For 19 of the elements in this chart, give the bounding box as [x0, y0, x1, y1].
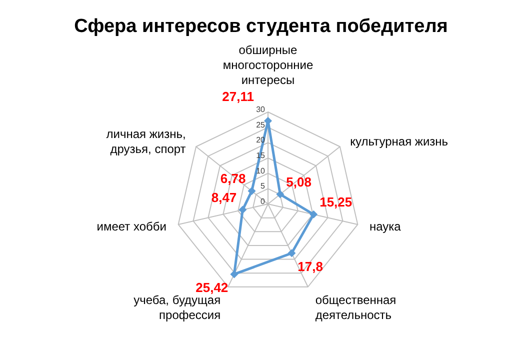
data-label: 6,78 — [220, 171, 246, 186]
data-label: 25,42 — [196, 280, 228, 296]
spoke-label: учеба, будущая профессия — [134, 293, 221, 322]
spoke-label: обширные многосторонние интересы — [222, 43, 314, 87]
spoke-label: культурная жизнь — [350, 134, 448, 149]
data-label: 15,25 — [320, 194, 352, 210]
data-label: 17,8 — [298, 259, 323, 274]
spoke-label: наука — [369, 219, 402, 234]
chart-title: Сфера интересов студента победителя — [73, 16, 449, 38]
y-tick-label: 5 — [260, 182, 266, 191]
spoke-label: имеет хобби — [96, 219, 167, 234]
spoke-label: общественная деятельность — [315, 293, 396, 322]
y-tick-label: 25 — [256, 120, 266, 130]
data-label: 5,08 — [286, 174, 312, 190]
data-label: 27,11 — [222, 88, 254, 104]
data-label: 8,47 — [211, 190, 237, 205]
y-tick-label: 30 — [256, 105, 266, 114]
y-tick-label: 0 — [260, 197, 266, 206]
spoke-label: личная жизнь, друзья, спорт — [106, 127, 186, 156]
